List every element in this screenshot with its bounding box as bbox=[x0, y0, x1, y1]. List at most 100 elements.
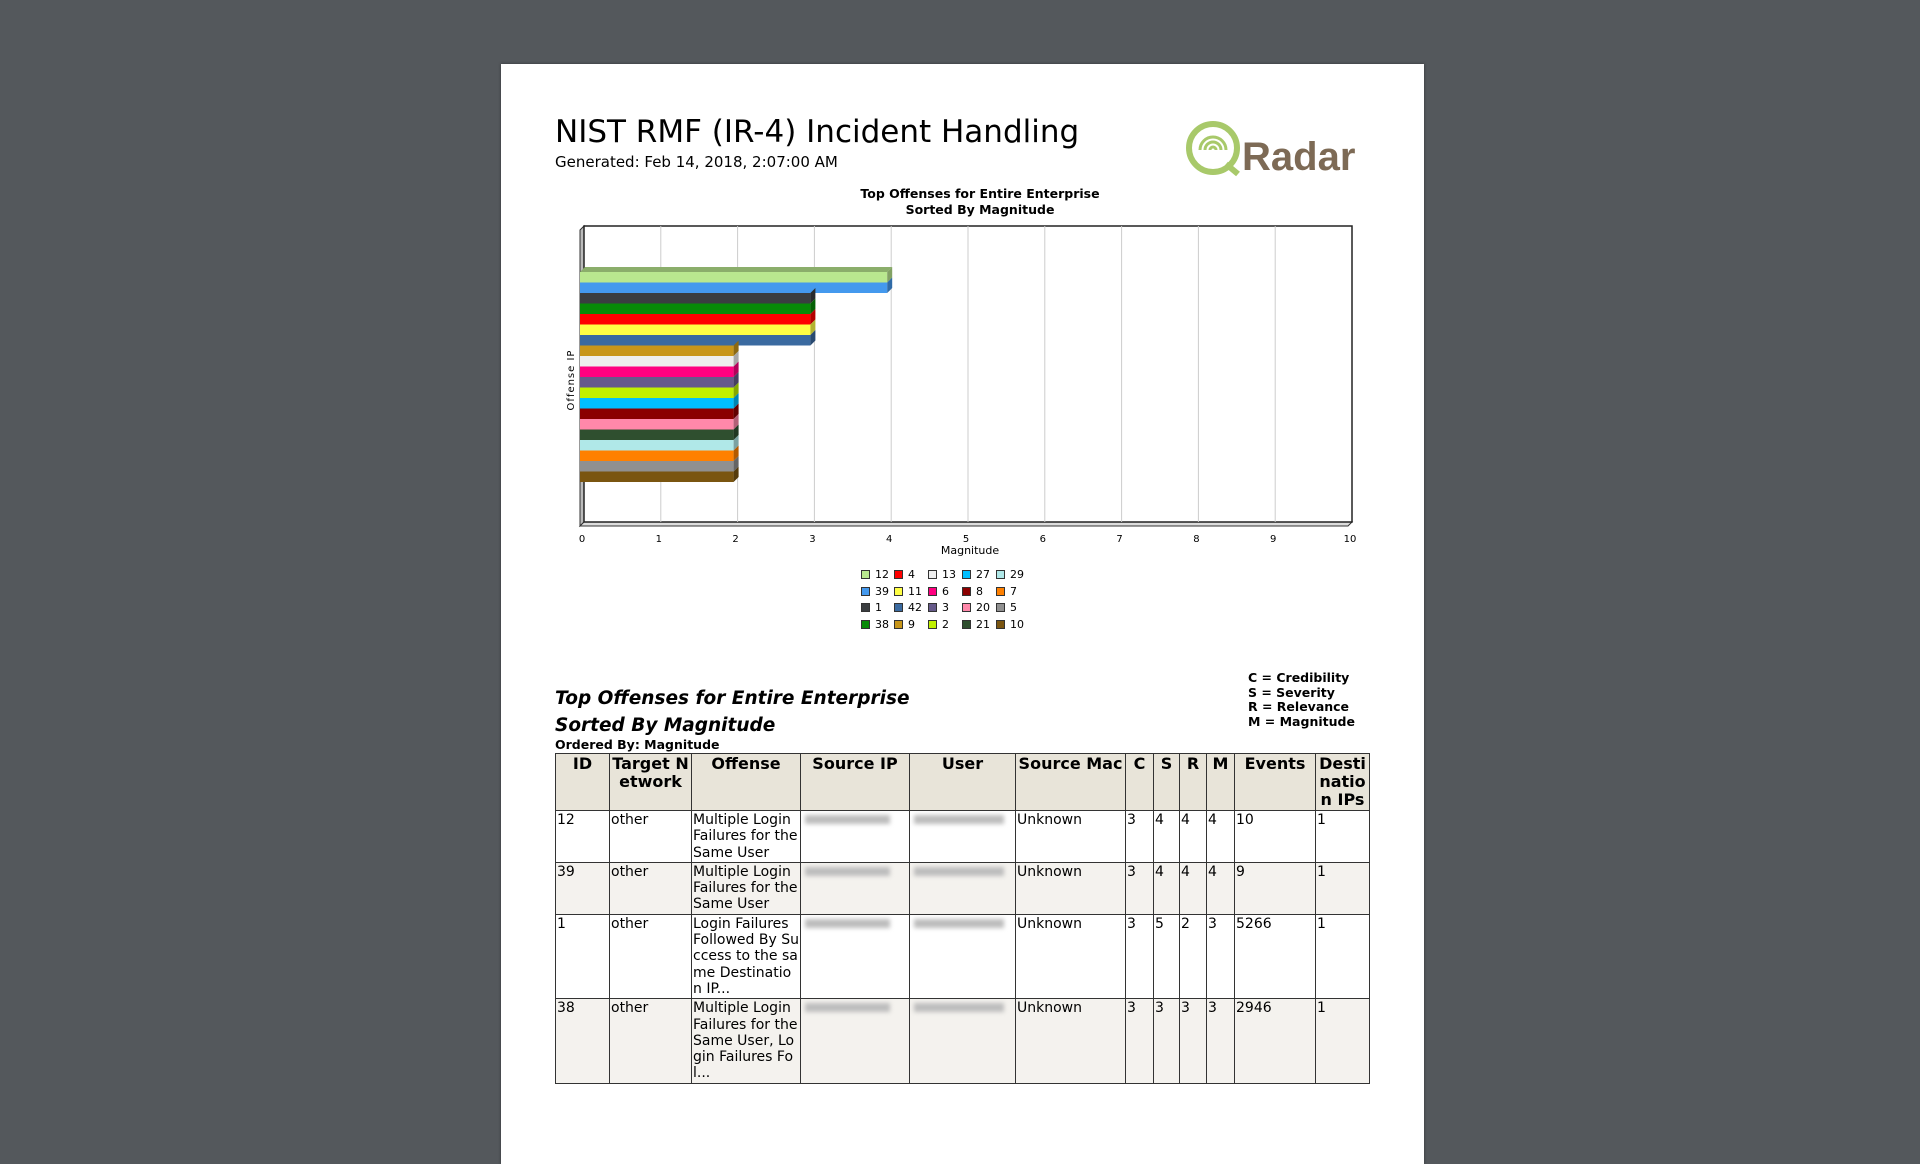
column-header: M bbox=[1206, 753, 1235, 811]
legend-label: 10 bbox=[1010, 618, 1024, 631]
legend-swatch bbox=[894, 570, 903, 579]
legend-label: 13 bbox=[942, 568, 956, 581]
bar-front-face bbox=[580, 377, 734, 388]
bar-front-face bbox=[580, 303, 811, 314]
bar-offense-21 bbox=[580, 424, 739, 440]
legend-label: 3 bbox=[942, 601, 949, 614]
bar-offense-42 bbox=[580, 330, 816, 346]
redaction-blur bbox=[805, 866, 890, 876]
legend-item: 11 bbox=[894, 585, 922, 598]
x-axis-label: Magnitude bbox=[941, 544, 1000, 557]
x-tick-label: 9 bbox=[1270, 534, 1276, 545]
ordered-by: Ordered By: Magnitude bbox=[555, 737, 720, 752]
legend-item: 1 bbox=[861, 601, 882, 614]
column-header: ID bbox=[555, 753, 610, 811]
cell-mac: Unknown bbox=[1015, 998, 1126, 1084]
legend-item: 39 bbox=[861, 585, 889, 598]
redacted-user bbox=[909, 998, 1016, 1084]
legend-swatch bbox=[928, 586, 937, 596]
bar-side-face bbox=[810, 298, 816, 314]
column-header: Destination IPs bbox=[1315, 753, 1370, 811]
column-header: S bbox=[1153, 753, 1180, 811]
column-header: Target Network bbox=[609, 753, 692, 811]
cell-offense: Multiple Login Failures for the Same Use… bbox=[691, 998, 801, 1084]
legend-item: 13 bbox=[928, 568, 956, 581]
svg-text:Radar: Radar bbox=[1242, 135, 1355, 178]
abbr-severity: S = Severity bbox=[1248, 684, 1335, 700]
bar-side-face bbox=[733, 361, 739, 377]
legend-item: 8 bbox=[962, 585, 983, 598]
column-header: C bbox=[1125, 753, 1154, 811]
legend-label: 20 bbox=[976, 601, 990, 614]
legend-item: 2 bbox=[928, 618, 949, 631]
chart-title: Top Offenses for Entire Enterprise bbox=[860, 186, 1099, 201]
column-header: Source IP bbox=[800, 753, 910, 811]
cell-network: other bbox=[609, 861, 692, 915]
column-header: R bbox=[1179, 753, 1207, 811]
legend-item: 3 bbox=[928, 601, 949, 614]
bar-front-face bbox=[580, 408, 734, 419]
legend-swatch bbox=[962, 586, 971, 596]
legend-item: 21 bbox=[962, 618, 990, 631]
cell-id: 1 bbox=[555, 913, 610, 1000]
cell-id: 39 bbox=[555, 861, 610, 915]
bar-offense-2 bbox=[580, 382, 739, 398]
cell-network: other bbox=[609, 810, 692, 863]
bar-side-face bbox=[733, 456, 739, 472]
bar-side-face bbox=[733, 340, 739, 356]
cell-id: 12 bbox=[555, 810, 610, 863]
cell-events: 5266 bbox=[1234, 913, 1316, 1000]
bar-offense-12 bbox=[580, 267, 893, 283]
bar-side-face bbox=[733, 351, 739, 367]
redacted-source-ip bbox=[800, 913, 910, 1000]
bar-front-face bbox=[580, 272, 888, 283]
bar-offense-8 bbox=[580, 403, 739, 419]
redacted-user bbox=[909, 861, 1016, 915]
bar-side-face bbox=[810, 309, 816, 325]
bar-front-face bbox=[580, 293, 811, 304]
cell-dest: 1 bbox=[1315, 913, 1370, 1000]
legend-item: 27 bbox=[962, 568, 990, 581]
redacted-source-ip bbox=[800, 810, 910, 863]
chart-subtitle: Sorted By Magnitude bbox=[906, 202, 1055, 217]
bar-front-face bbox=[580, 440, 734, 451]
bar-side-face bbox=[810, 288, 816, 304]
bar-front-face bbox=[580, 314, 811, 325]
cell-network: other bbox=[609, 998, 692, 1084]
redacted-source-ip bbox=[800, 998, 910, 1084]
legend-label: 1 bbox=[875, 601, 882, 614]
legend-label: 4 bbox=[908, 568, 915, 581]
bar-offense-9 bbox=[580, 340, 739, 356]
section-title-line2: Sorted By Magnitude bbox=[555, 715, 776, 736]
cell-network: other bbox=[609, 913, 692, 1000]
cell-s: 4 bbox=[1153, 861, 1180, 915]
cell-mac: Unknown bbox=[1015, 810, 1126, 863]
bar-offense-11 bbox=[580, 319, 816, 335]
bar-offense-3 bbox=[580, 372, 739, 388]
legend-swatch bbox=[996, 570, 1005, 579]
legend-item: 42 bbox=[894, 601, 922, 614]
bar-offense-38 bbox=[580, 298, 816, 314]
bar-side-face bbox=[810, 330, 816, 346]
cell-c: 3 bbox=[1125, 861, 1154, 915]
legend-swatch bbox=[996, 603, 1005, 612]
chart-legend: 12 39 1 38 4 11 42 9 13 6 3 2 27 8 20 21 29 7 5 10 bbox=[858, 568, 1098, 638]
bar-side-face bbox=[733, 403, 739, 419]
bar-front-face bbox=[580, 324, 811, 335]
legend-label: 39 bbox=[875, 584, 889, 598]
bar-side-face bbox=[733, 445, 739, 461]
legend-swatch bbox=[962, 603, 971, 612]
section-title: Top Offenses for Entire Enterprise Sorte… bbox=[555, 685, 910, 739]
legend-swatch bbox=[996, 620, 1005, 629]
cell-r: 2 bbox=[1179, 913, 1207, 1000]
cell-m: 4 bbox=[1206, 861, 1235, 915]
legend-swatch bbox=[962, 570, 971, 579]
legend-swatch bbox=[928, 620, 937, 629]
legend-item: 38 bbox=[861, 618, 889, 631]
bar-offense-6 bbox=[580, 361, 739, 377]
redaction-blur bbox=[914, 1003, 1004, 1013]
bar-front-face bbox=[580, 471, 734, 482]
legend-swatch bbox=[861, 570, 870, 579]
abbr-relevance: R = Relevance bbox=[1248, 699, 1350, 715]
cell-dest: 1 bbox=[1315, 810, 1370, 863]
